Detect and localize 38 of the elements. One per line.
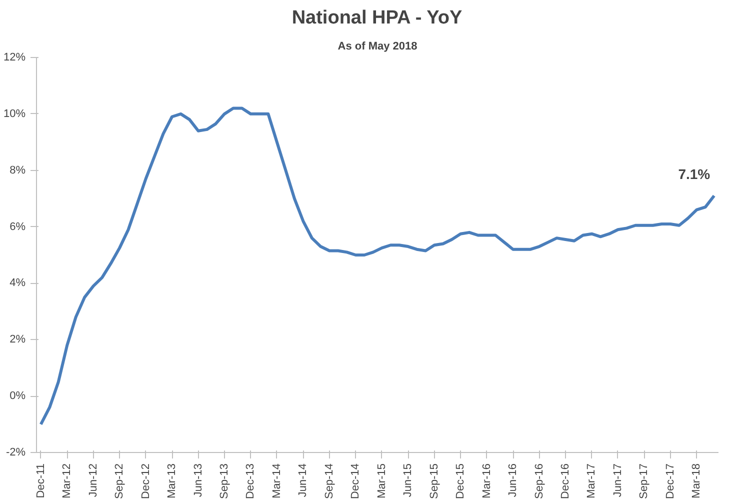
y-tick-label: 4% bbox=[10, 277, 26, 290]
y-tick-label: 12% bbox=[3, 52, 26, 64]
x-tick-label: Jun-13 bbox=[192, 463, 204, 498]
x-tick-label: Jun-16 bbox=[507, 463, 520, 498]
y-tick-label: -2% bbox=[6, 446, 26, 458]
x-tick-label: Dec-16 bbox=[559, 463, 572, 499]
x-tick-label: Mar-16 bbox=[480, 464, 493, 498]
x-tick-label: Mar-18 bbox=[690, 464, 703, 498]
x-tick-label: Dec-12 bbox=[140, 463, 152, 499]
x-tick-label: Jun-17 bbox=[612, 463, 624, 498]
x-tick-label: Sep-12 bbox=[114, 463, 126, 499]
y-tick-label: 0% bbox=[10, 390, 26, 402]
x-tick-label: Sep-15 bbox=[428, 463, 440, 499]
y-tick-label: 10% bbox=[3, 108, 26, 120]
x-tick-label: Mar-13 bbox=[166, 464, 178, 498]
x-tick-label: Jun-12 bbox=[87, 463, 100, 498]
y-tick-label: 6% bbox=[10, 220, 26, 233]
x-tick-label: Mar-12 bbox=[61, 464, 74, 498]
x-tick-label: Sep-14 bbox=[323, 463, 336, 499]
x-tick-label: Mar-17 bbox=[586, 464, 598, 498]
x-tick-label: Jun-15 bbox=[402, 463, 414, 498]
x-tick-label: Mar-14 bbox=[270, 464, 283, 498]
x-tick-label: Dec-14 bbox=[350, 463, 362, 499]
x-tick-label: Jun-14 bbox=[297, 463, 310, 498]
y-tick-label: 8% bbox=[10, 164, 26, 176]
x-tick-label: Sep-16 bbox=[533, 463, 546, 499]
chart-subtitle: As of May 2018 bbox=[338, 40, 418, 52]
x-tick-label: Sep-13 bbox=[218, 463, 230, 499]
x-tick-label: Dec-11 bbox=[34, 463, 47, 498]
annotation: 7.1% bbox=[678, 166, 711, 182]
x-tick-label: Sep-17 bbox=[638, 463, 650, 499]
y-tick-label: 2% bbox=[10, 334, 26, 346]
x-tick-label: Dec-13 bbox=[244, 463, 257, 499]
x-tick-label: Dec-17 bbox=[664, 463, 676, 499]
x-tick-label: Dec-15 bbox=[454, 463, 467, 499]
line-series bbox=[39, 106, 716, 426]
chart-title: National HPA - YoY bbox=[292, 8, 462, 28]
x-tick-label: Mar-15 bbox=[376, 464, 388, 498]
